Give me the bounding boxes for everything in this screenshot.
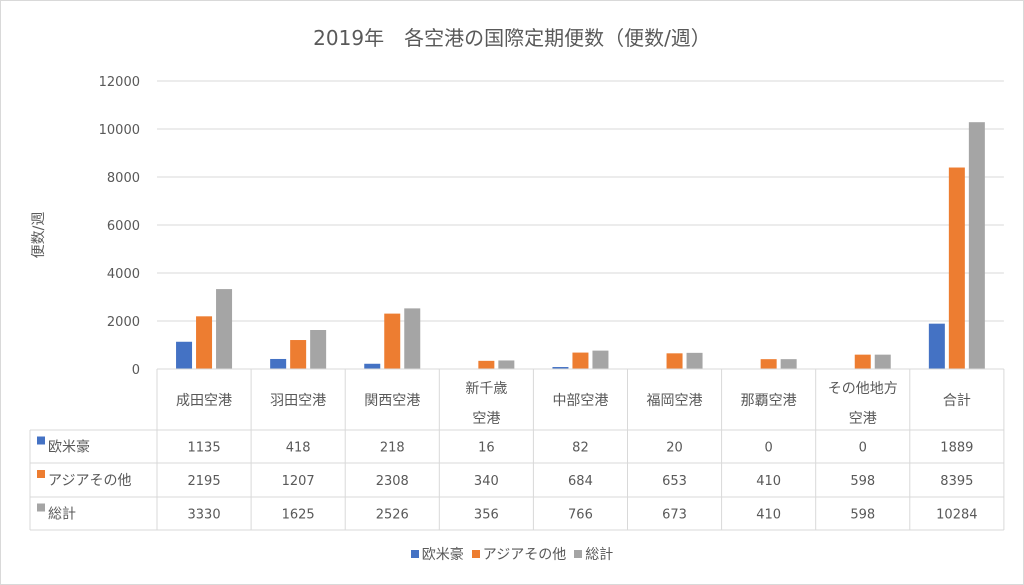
legend-swatch xyxy=(471,550,480,558)
legend-item: 総計 xyxy=(574,544,613,564)
bar-0-4 xyxy=(552,367,569,369)
category-label: 福岡空港 xyxy=(647,393,703,409)
y-tick-label: 6000 xyxy=(107,219,140,234)
bar-1-6 xyxy=(760,359,777,369)
table-cell: 0 xyxy=(765,441,773,456)
series-row-label: アジアその他 xyxy=(48,473,131,489)
legend-label: 欧米豪 xyxy=(421,547,464,563)
category-label: 新千歳空港 xyxy=(465,381,507,427)
category-label: 関西空港 xyxy=(364,393,420,409)
y-tick-label: 8000 xyxy=(107,171,140,186)
table-cell: 8395 xyxy=(940,474,973,489)
bar-1-5 xyxy=(666,353,683,369)
series-key-2 xyxy=(37,503,45,512)
bar-1-2 xyxy=(384,313,401,369)
y-tick-label: 10000 xyxy=(99,123,140,138)
table-cell: 10284 xyxy=(936,508,977,523)
table-cell: 1207 xyxy=(282,474,315,489)
legend-label: アジアその他 xyxy=(482,547,567,563)
bar-1-0 xyxy=(196,316,213,369)
category-label: 羽田空港 xyxy=(270,393,326,409)
bar-2-2 xyxy=(404,308,421,369)
table-cell: 418 xyxy=(286,441,311,456)
bar-1-8 xyxy=(948,167,965,369)
table-cell: 410 xyxy=(756,474,781,489)
category-label: その他地方空港 xyxy=(828,381,898,427)
y-tick-label: 12000 xyxy=(99,75,140,90)
series-key-0 xyxy=(37,436,45,445)
chart-title: 2019年 各空港の国際定期便数（便数/週） xyxy=(313,26,711,50)
bar-1-3 xyxy=(478,360,495,369)
bar-2-4 xyxy=(592,350,609,369)
series-key-1 xyxy=(37,470,45,478)
bar-1-1 xyxy=(290,340,307,369)
y-tick-label: 2000 xyxy=(107,315,140,330)
bar-0-1 xyxy=(270,358,287,369)
series-row-label: 欧米豪 xyxy=(48,440,90,456)
table-cell: 653 xyxy=(662,474,687,489)
table-cell: 2195 xyxy=(188,474,221,489)
table-cell: 684 xyxy=(568,474,593,489)
legend: 欧米豪 アジアその他 総計 xyxy=(0,544,1024,564)
table-cell: 3330 xyxy=(188,508,221,523)
bar-1-4 xyxy=(572,352,589,369)
category-label: 那覇空港 xyxy=(741,393,797,409)
table-cell: 82 xyxy=(572,441,589,456)
series-row-label: 総計 xyxy=(48,507,76,523)
table-cell: 1889 xyxy=(940,441,973,456)
category-label: 中部空港 xyxy=(552,393,608,409)
legend-item: アジアその他 xyxy=(471,544,567,564)
table-cell: 2308 xyxy=(376,474,409,489)
y-tick-label: 0 xyxy=(132,363,140,378)
table-cell: 673 xyxy=(662,508,687,523)
table-cell: 2526 xyxy=(376,508,409,523)
table-cell: 340 xyxy=(474,474,499,489)
table-cell: 1625 xyxy=(282,508,315,523)
legend-swatch xyxy=(410,550,419,558)
legend-swatch xyxy=(574,550,583,558)
category-label: 合計 xyxy=(943,393,971,409)
category-label: 成田空港 xyxy=(176,393,232,409)
bar-2-6 xyxy=(780,359,797,369)
bar-1-7 xyxy=(854,354,871,369)
table-cell: 1135 xyxy=(188,441,221,456)
table-cell: 16 xyxy=(478,441,495,456)
bar-2-8 xyxy=(968,122,985,370)
bar-2-5 xyxy=(686,352,703,369)
bar-2-3 xyxy=(498,360,515,369)
y-tick-label: 4000 xyxy=(107,267,140,282)
bar-0-8 xyxy=(928,323,945,369)
table-cell: 766 xyxy=(568,508,593,523)
legend-label: 総計 xyxy=(585,547,614,563)
table-cell: 356 xyxy=(474,508,499,523)
bar-2-1 xyxy=(310,330,327,369)
bar-2-7 xyxy=(874,354,891,369)
legend-item: 欧米豪 xyxy=(410,544,464,564)
table-cell: 0 xyxy=(859,441,867,456)
bar-0-2 xyxy=(364,363,381,369)
bar-2-0 xyxy=(216,289,233,369)
bar-0-0 xyxy=(176,341,193,369)
table-cell: 598 xyxy=(850,508,875,523)
table-cell: 218 xyxy=(380,441,405,456)
table-cell: 598 xyxy=(850,474,875,489)
table-cell: 20 xyxy=(666,441,683,456)
table-cell: 410 xyxy=(756,508,781,523)
